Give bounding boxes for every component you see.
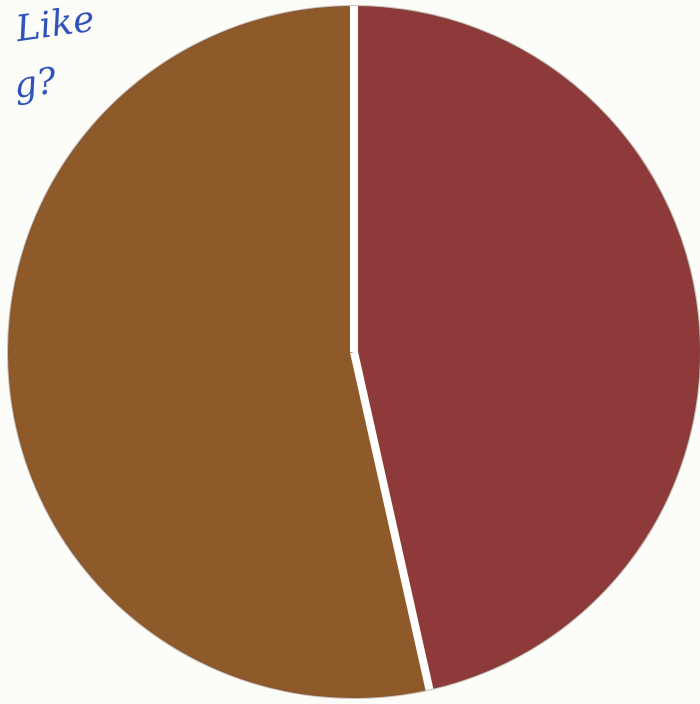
- pie-group: [7, 5, 700, 699]
- pie-separators: [350, 6, 434, 691]
- pie-slice-1: [354, 6, 700, 690]
- pie-separator-2: [350, 351, 434, 691]
- pie-slice-2: [7, 6, 430, 698]
